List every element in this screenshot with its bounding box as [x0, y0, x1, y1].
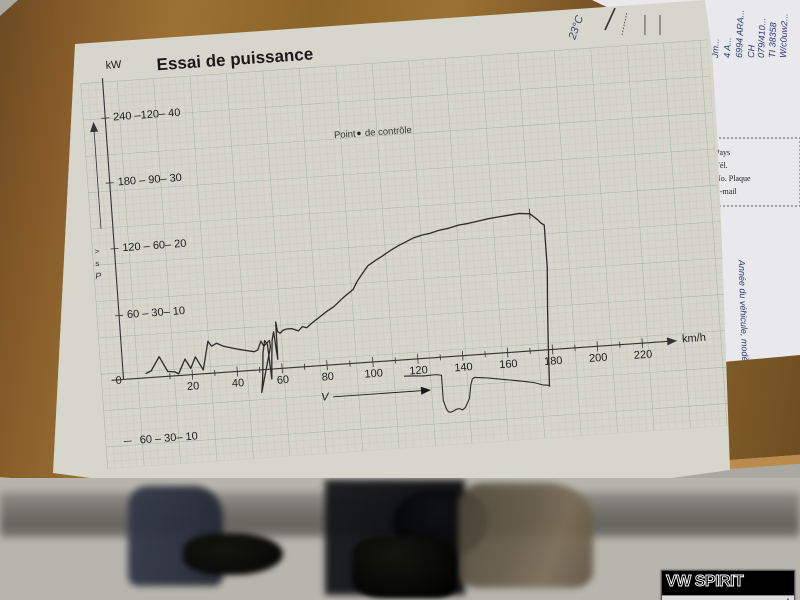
svg-text:100: 100 — [364, 367, 383, 380]
svg-text:180 – 90– 30: 180 – 90– 30 — [117, 172, 182, 188]
svg-text:4 A...: 4 A... — [722, 37, 733, 58]
svg-text:>: > — [94, 247, 100, 256]
svg-text:No. Plaque: No. Plaque — [715, 174, 751, 183]
svg-text:60 – 30– 10: 60 – 30– 10 — [127, 305, 186, 321]
svg-text:079/410...: 079/410... — [756, 18, 767, 58]
svg-text:6994 ARA...: 6994 ARA... — [734, 10, 746, 59]
svg-text:240 –120– 40: 240 –120– 40 — [113, 107, 181, 124]
svg-text:180: 180 — [544, 355, 563, 368]
svg-text:W/c0uw2...: W/c0uw2... — [778, 13, 790, 58]
svg-text:CH: CH — [746, 44, 756, 58]
svg-text:160: 160 — [499, 358, 518, 371]
svg-text:km/h: km/h — [682, 332, 707, 346]
svg-text:60 – 30– 10: 60 – 30– 10 — [139, 430, 198, 446]
svg-text:140: 140 — [454, 361, 473, 374]
svg-text:80: 80 — [321, 371, 334, 384]
svg-text:0: 0 — [115, 375, 122, 387]
svg-text:Point: Point — [334, 129, 357, 142]
svg-text:220: 220 — [634, 349, 653, 362]
svg-text:60: 60 — [276, 374, 289, 387]
svg-text:de contrôle: de contrôle — [365, 125, 413, 139]
svg-text:P: P — [95, 271, 102, 281]
svg-text:23°C: 23°C — [566, 14, 586, 42]
svg-text:20: 20 — [187, 380, 200, 393]
svg-text:200: 200 — [589, 352, 608, 365]
svg-text:s: s — [95, 259, 100, 268]
svg-text:TI 38358: TI 38358 — [767, 22, 778, 58]
svg-text:120 – 60– 20: 120 – 60– 20 — [122, 238, 187, 254]
svg-text:Essai de puissance: Essai de puissance — [156, 44, 314, 74]
svg-text:kW: kW — [105, 59, 122, 72]
svg-text:VW SPIRIT: VW SPIRIT — [666, 573, 744, 590]
svg-text:40: 40 — [232, 377, 245, 390]
